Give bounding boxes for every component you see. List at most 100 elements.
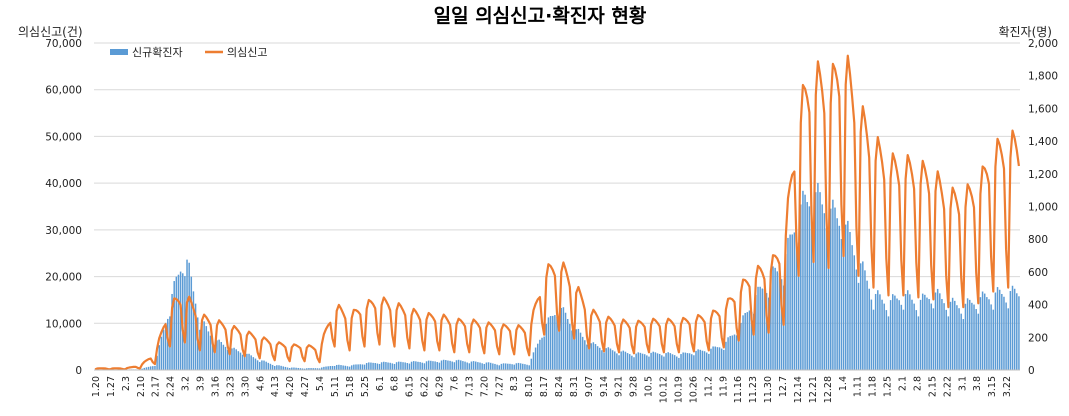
bar-daily-cases [689, 353, 690, 370]
y-right-tick-label: 800 [1028, 234, 1048, 246]
left-axis-unit: 의심신고(건) [18, 25, 83, 39]
bar-daily-cases [537, 344, 538, 370]
bar-daily-cases [612, 350, 613, 370]
bar-daily-cases [990, 304, 991, 370]
bar-daily-cases [672, 354, 673, 370]
bar-daily-cases [441, 360, 442, 370]
x-tick-label: 8.17 [539, 376, 550, 397]
bar-daily-cases [939, 293, 940, 370]
legend-label-cases: 신규확진자 [132, 46, 183, 59]
x-tick-label: 6.22 [420, 376, 431, 397]
bar-daily-cases [430, 361, 431, 370]
bar-daily-cases [665, 353, 666, 370]
bar-daily-cases [332, 366, 333, 370]
bar-daily-cases [834, 208, 835, 370]
x-tick-label: 4.27 [300, 376, 311, 397]
bar-daily-cases [494, 364, 495, 370]
bar-daily-cases [364, 365, 365, 370]
x-tick-label: 6.1 [375, 376, 386, 391]
bar-daily-cases [357, 364, 358, 370]
x-tick-label: 2.10 [136, 376, 147, 397]
bar-daily-cases [404, 362, 405, 370]
bar-daily-cases [546, 324, 547, 370]
bar-daily-cases [995, 293, 996, 370]
x-tick-label: 11.23 [748, 376, 759, 403]
bar-daily-cases [193, 291, 194, 370]
bar-daily-cases [888, 316, 889, 370]
bar-daily-cases [338, 365, 339, 370]
bar-daily-cases [492, 363, 493, 370]
x-tick-label: 1.4 [838, 376, 849, 391]
bar-daily-cases [490, 363, 491, 370]
bar-daily-cases [327, 366, 328, 370]
legend-label-reports: 의심신고 [227, 46, 267, 59]
bar-daily-cases [152, 366, 153, 370]
bar-daily-cases [789, 235, 790, 370]
bar-daily-cases [477, 362, 478, 370]
bar-daily-cases [235, 349, 236, 370]
bar-daily-cases [1014, 289, 1015, 370]
bar-daily-cases [276, 365, 277, 370]
bar-daily-cases [625, 352, 626, 370]
bar-daily-cases [451, 362, 452, 370]
x-tick-label: 1.20 [91, 376, 102, 397]
legend-swatch-cases [110, 49, 128, 55]
chart-title: 일일 의심신고·확진자 현황 [434, 4, 647, 27]
bar-daily-cases [379, 364, 380, 370]
x-tick-label: 10.26 [688, 376, 699, 403]
bar-daily-cases [676, 357, 677, 370]
bar-daily-cases [253, 357, 254, 370]
bar-daily-cases [381, 362, 382, 370]
bar-daily-cases [860, 263, 861, 370]
bar-daily-cases [610, 349, 611, 370]
bar-daily-cases [233, 348, 234, 370]
bar-daily-cases [1001, 294, 1002, 370]
x-tick-label: 8.3 [509, 376, 520, 391]
bar-daily-cases [744, 313, 745, 370]
x-tick-label: 9.28 [629, 376, 640, 397]
bar-daily-cases [642, 354, 643, 370]
bar-daily-cases [635, 354, 636, 370]
bar-daily-cases [415, 361, 416, 370]
bar-daily-cases [824, 213, 825, 370]
x-tick-label: 8.24 [554, 376, 565, 397]
bar-daily-cases [898, 300, 899, 370]
bar-daily-cases [697, 349, 698, 370]
bar-daily-cases [203, 321, 204, 370]
bar-daily-cases [531, 359, 532, 370]
bar-daily-cases [349, 367, 350, 370]
bar-daily-cases [340, 365, 341, 370]
bar-daily-cases [355, 364, 356, 370]
y-right-tick-label: 1,600 [1028, 103, 1058, 115]
bar-daily-cases [176, 277, 177, 370]
bar-daily-cases [580, 333, 581, 370]
x-tick-label: 3.22 [1002, 376, 1013, 397]
bar-daily-cases [903, 310, 904, 370]
bar-daily-cases [240, 353, 241, 370]
bar-daily-cases [398, 362, 399, 370]
bar-daily-cases [473, 361, 474, 370]
bar-daily-cases [590, 343, 591, 370]
bar-daily-cases [374, 363, 375, 370]
bar-daily-cases [648, 357, 649, 370]
bar-daily-cases [383, 362, 384, 370]
bar-daily-cases [623, 351, 624, 370]
bar-daily-cases [417, 362, 418, 370]
bar-daily-cases [905, 294, 906, 370]
x-tick-label: 3.8 [972, 376, 983, 391]
bar-daily-cases [496, 365, 497, 370]
bar-daily-cases [759, 287, 760, 370]
bar-daily-cases [565, 313, 566, 370]
x-tick-label: 9.07 [584, 376, 595, 397]
bar-daily-cases [370, 363, 371, 370]
bar-daily-cases [466, 362, 467, 370]
bar-daily-cases [830, 209, 831, 370]
bar-daily-cases [757, 287, 758, 370]
bar-daily-cases [740, 323, 741, 370]
bar-daily-cases [210, 336, 211, 370]
x-tick-label: 2.1 [898, 376, 909, 391]
bar-daily-cases [881, 300, 882, 370]
x-tick-label: 2.15 [927, 376, 938, 397]
bar-daily-cases [366, 363, 367, 370]
